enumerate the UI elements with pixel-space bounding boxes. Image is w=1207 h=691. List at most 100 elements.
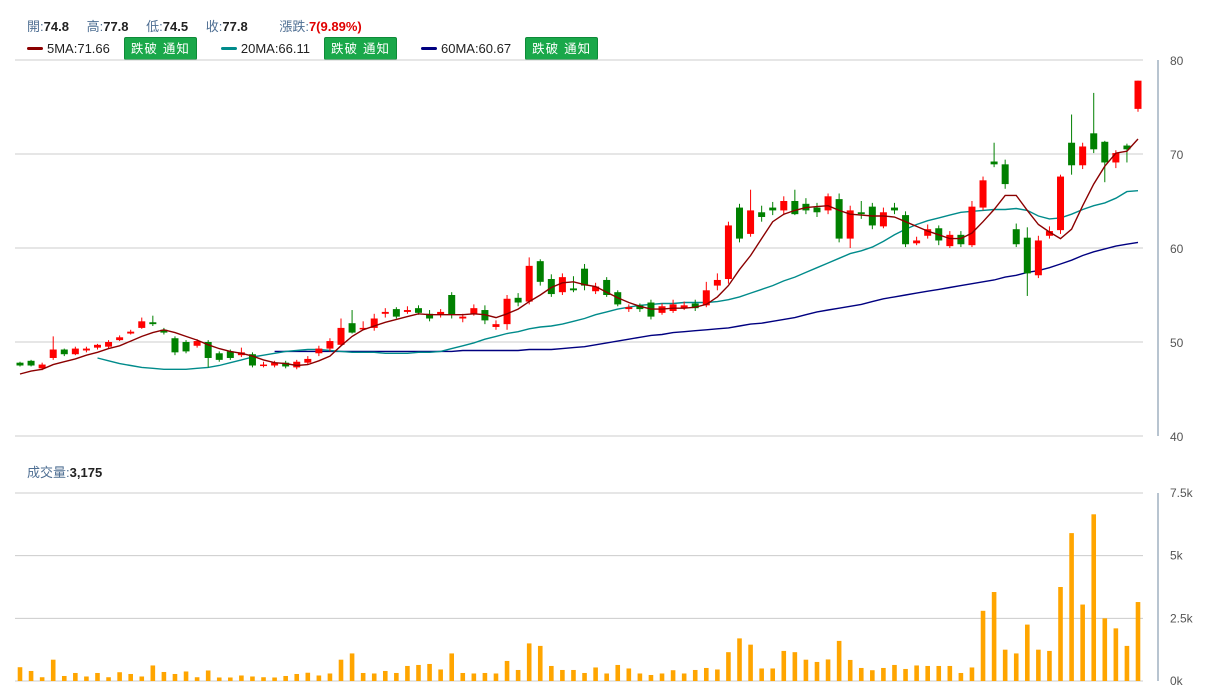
price-tick-label: 50	[1170, 336, 1184, 350]
volume-bar	[615, 664, 621, 681]
volume-bar	[936, 665, 942, 681]
candle-body	[569, 288, 577, 291]
volume-bar	[128, 673, 133, 681]
volume-bar	[681, 673, 687, 681]
volume-bar	[39, 677, 45, 681]
low-value: 74.5	[162, 19, 189, 34]
candle-body	[780, 201, 788, 211]
candle-body	[348, 323, 356, 333]
candle-body	[525, 265, 533, 302]
candle	[702, 281, 710, 308]
candle	[636, 303, 644, 312]
volume-bar	[637, 673, 643, 681]
candle-body	[448, 295, 456, 315]
volume-bar	[526, 643, 532, 681]
ma20-alert-button[interactable]: 跌破 通知	[324, 36, 397, 60]
candle	[1012, 223, 1020, 248]
candle-body	[271, 362, 279, 366]
volume-bar	[172, 673, 178, 681]
candle	[260, 361, 268, 368]
candle-body	[536, 261, 544, 282]
candle	[503, 295, 511, 330]
volume-bar	[504, 660, 510, 681]
candle-body	[16, 362, 24, 366]
volume-bar	[139, 676, 145, 681]
volume-bar	[847, 659, 853, 681]
candle	[968, 201, 976, 248]
ma20-swatch	[220, 46, 237, 50]
volume-bar	[61, 675, 67, 681]
volume-bar	[715, 669, 720, 681]
volume-bar	[1091, 514, 1097, 681]
legend-ma60: 60MA:60.67 跌破 通知	[420, 36, 622, 60]
candle-body	[492, 324, 500, 327]
volume-bar	[947, 665, 953, 681]
candle	[359, 321, 367, 330]
candle	[525, 257, 533, 305]
volume-bar	[726, 652, 731, 681]
volume-bar	[892, 664, 897, 681]
volume-bar	[73, 672, 78, 681]
ma60-alert-button[interactable]: 跌破 通知	[525, 36, 599, 60]
volume-bar	[537, 645, 543, 681]
candle-body	[979, 180, 987, 208]
candle-body	[414, 308, 422, 313]
volume-bar	[870, 670, 875, 681]
candle	[913, 236, 921, 246]
candle-body	[60, 349, 68, 355]
candle	[824, 193, 832, 215]
candle-body	[902, 215, 910, 245]
volume-bar	[438, 669, 443, 681]
volume-bar	[261, 677, 266, 681]
candle-body	[204, 342, 212, 358]
volume-bar	[427, 663, 432, 681]
candle-body	[879, 212, 887, 227]
volume-bar	[903, 668, 908, 681]
candle-body	[293, 361, 301, 368]
volume-bar	[449, 653, 455, 681]
volume-bar	[914, 665, 919, 681]
volume-bar	[670, 670, 676, 681]
candle	[514, 293, 522, 307]
candle	[691, 299, 699, 311]
candle	[802, 198, 810, 215]
candle-body	[758, 212, 766, 217]
volume-bar	[626, 668, 632, 681]
candle-body	[437, 311, 445, 315]
candle	[392, 307, 400, 319]
candle-body	[558, 277, 566, 293]
volume-bar	[803, 659, 809, 681]
open-label: 開	[27, 19, 41, 34]
candle-body	[1034, 240, 1042, 276]
volume-bar	[991, 592, 997, 681]
candle-body	[193, 341, 201, 346]
volume-bar	[759, 668, 764, 681]
candle-body	[282, 362, 290, 367]
volume-bar	[571, 669, 576, 681]
volume-bar	[239, 675, 244, 681]
volume-bar	[980, 610, 986, 681]
candle	[1057, 174, 1065, 234]
volume-bar	[338, 659, 344, 681]
volume-bar	[471, 673, 477, 681]
candle-body	[514, 297, 522, 303]
candle	[403, 306, 411, 314]
candle	[105, 340, 113, 349]
candle	[370, 313, 378, 331]
candle-body	[957, 234, 965, 245]
candle	[315, 345, 323, 357]
candle-body	[968, 206, 976, 246]
candle	[248, 352, 256, 368]
candle-body	[813, 207, 821, 213]
ma5-alert-button[interactable]: 跌破 通知	[123, 36, 197, 60]
candle-body	[138, 321, 146, 328]
volume-bar	[95, 672, 100, 681]
candle	[215, 351, 223, 362]
volume-bar	[515, 669, 521, 681]
candle	[1034, 235, 1042, 279]
high-label: 高	[86, 19, 100, 34]
volume-bars	[17, 514, 1141, 681]
volume-bar	[194, 677, 200, 681]
candle	[835, 193, 843, 243]
